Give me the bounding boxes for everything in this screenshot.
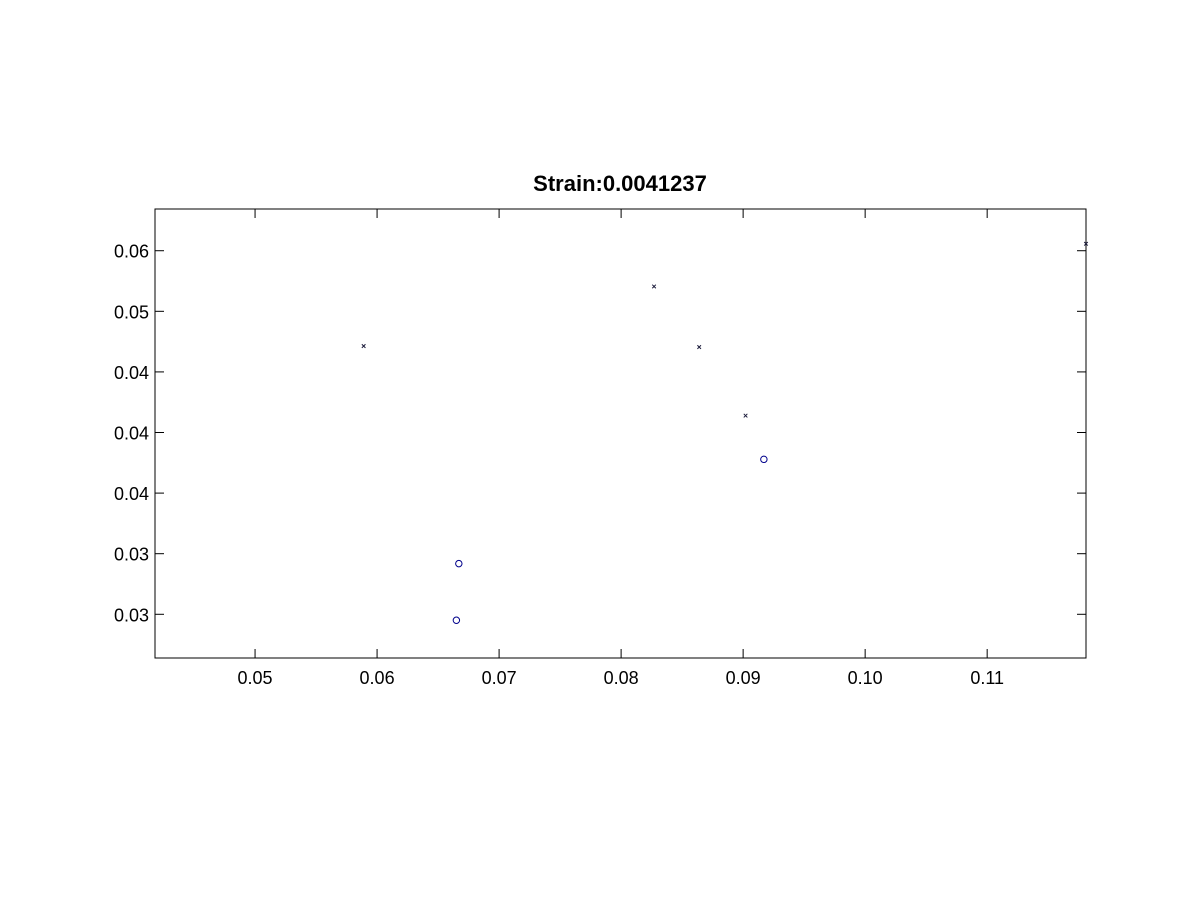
y-tick-label: 0.05 bbox=[114, 302, 149, 322]
data-markers bbox=[361, 241, 1089, 624]
cross-marker bbox=[697, 344, 702, 350]
x-tick-label: 0.08 bbox=[604, 668, 639, 688]
y-tick-label: 0.04 bbox=[114, 484, 149, 504]
y-tick-label: 0.06 bbox=[114, 242, 149, 262]
x-tick-label: 0.11 bbox=[970, 668, 1004, 688]
x-tick-label: 0.09 bbox=[726, 668, 761, 688]
x-tick-label: 0.07 bbox=[482, 668, 517, 688]
y-tick-label: 0.03 bbox=[114, 605, 149, 625]
circle-marker bbox=[452, 616, 461, 624]
plot-area bbox=[154, 208, 1087, 659]
cross-marker bbox=[651, 284, 657, 289]
y-tick-label: 0.03 bbox=[114, 545, 149, 565]
x-tick-label: 0.05 bbox=[238, 668, 273, 688]
y-tick-label: 0.04 bbox=[114, 424, 149, 444]
chart-title: Strain:0.0041237 bbox=[533, 171, 707, 196]
x-tick-label: 0.10 bbox=[848, 668, 883, 688]
circle-marker bbox=[455, 559, 463, 568]
cross-marker bbox=[743, 413, 748, 418]
y-axis: 0.06 0.05 0.04 0.04 0.04 0.03 0.03 bbox=[114, 242, 1086, 625]
y-tick-label: 0.04 bbox=[114, 363, 149, 383]
cross-marker bbox=[1083, 241, 1089, 246]
x-axis: 0.05 0.06 0.07 0.08 0.09 0.10 0.11 bbox=[238, 209, 1004, 688]
circle-marker bbox=[760, 455, 768, 464]
cross-marker bbox=[361, 343, 366, 349]
x-tick-label: 0.06 bbox=[360, 668, 395, 688]
